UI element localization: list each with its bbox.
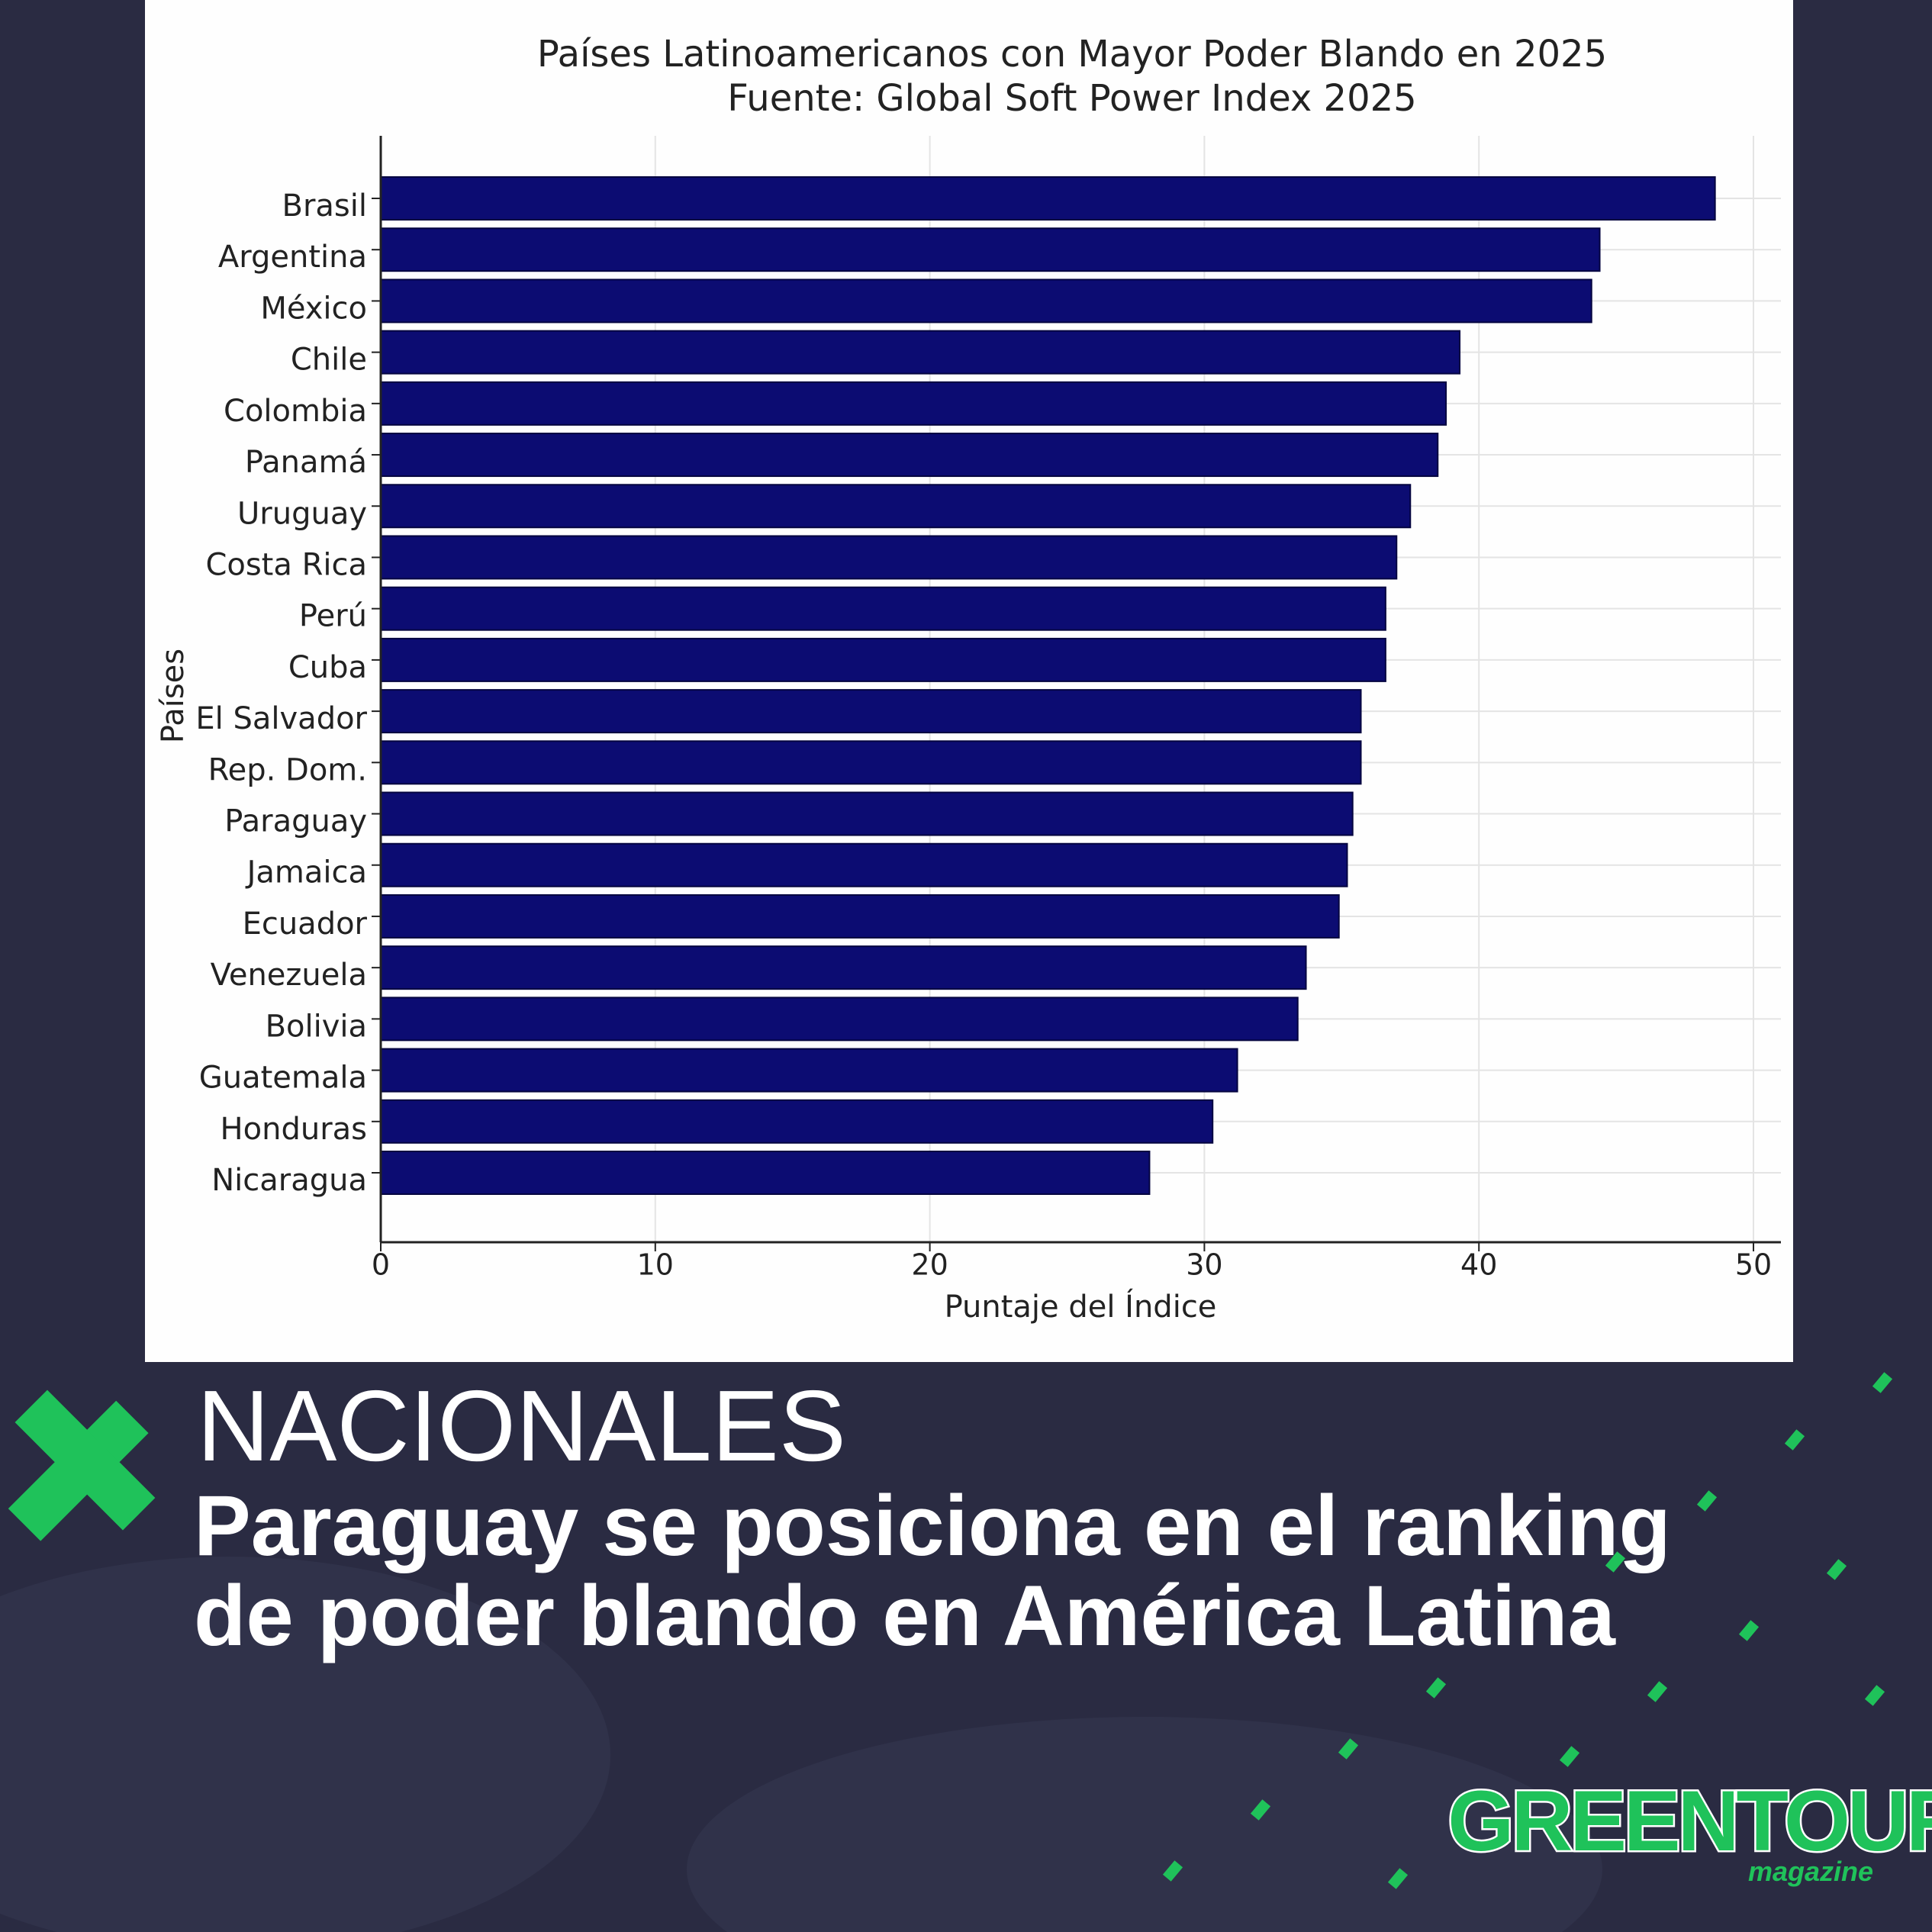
y-tick-label: Brasil	[282, 188, 367, 224]
decoration-dashes	[1162, 1372, 1893, 1889]
headline: Paraguay se posiciona en el ranking	[194, 1478, 1671, 1573]
y-tick-label: Guatemala	[199, 1061, 367, 1096]
x-tick-label: 40	[1460, 1248, 1497, 1282]
bar	[380, 894, 1340, 939]
y-tick-label: Cuba	[288, 650, 367, 685]
chart-subtitle: Fuente: Global Soft Power Index 2025	[727, 77, 1416, 120]
y-tick-label: Paraguay	[224, 804, 367, 839]
y-axis-label: Países	[156, 649, 191, 743]
y-tick-label: México	[260, 291, 367, 326]
y-tick-label: Venezuela	[211, 958, 367, 993]
y-tick-label: Rep. Dom.	[208, 752, 367, 787]
bar	[380, 689, 1362, 734]
bar	[380, 1048, 1238, 1093]
logo-name: GREENTOUR	[1447, 1773, 1932, 1869]
bar	[380, 484, 1412, 529]
y-tick-label: Colombia	[224, 394, 367, 429]
bar	[380, 842, 1348, 887]
bar	[380, 535, 1398, 580]
bar	[380, 227, 1601, 272]
bar	[380, 945, 1307, 990]
headline: de poder blando en América Latina	[194, 1568, 1616, 1663]
bar	[380, 279, 1592, 324]
y-tick-label: Jamaica	[245, 855, 367, 890]
logo-tagline: magazine	[1748, 1856, 1873, 1887]
y-tick-label: Uruguay	[237, 496, 367, 531]
y-tick-label: El Salvador	[195, 701, 367, 736]
y-tick-label: Argentina	[218, 240, 367, 275]
chart-title: Países Latinoamericanos con Mayor Poder …	[537, 33, 1607, 76]
x-tick-label: 0	[372, 1248, 390, 1282]
x-tick-label: 50	[1735, 1248, 1772, 1282]
y-tick-label: Bolivia	[266, 1009, 367, 1044]
bar	[380, 381, 1447, 426]
bar	[380, 637, 1386, 682]
y-tick-label: Nicaragua	[211, 1163, 367, 1198]
y-tick-label: Ecuador	[243, 906, 368, 942]
map-shape	[0, 1557, 610, 1932]
bar	[380, 740, 1362, 785]
bar	[380, 1099, 1214, 1144]
y-tick-label: Perú	[299, 599, 367, 634]
chart: Países Latinoamericanos con Mayor Poder …	[156, 33, 1781, 1325]
bar	[380, 433, 1439, 478]
x-tick-label: 20	[911, 1248, 948, 1282]
banner: NACIONALES Paraguay se posiciona en el r…	[8, 1370, 1932, 1889]
y-tick-label: Honduras	[221, 1112, 367, 1147]
x-tick-label: 10	[637, 1248, 674, 1282]
section-label: NACIONALES	[197, 1370, 846, 1482]
bar	[380, 997, 1299, 1042]
x-tick-label: 30	[1186, 1248, 1222, 1282]
y-tick-label: Costa Rica	[205, 547, 367, 582]
map-shape	[687, 1717, 1602, 1932]
y-tick-label: Panamá	[245, 445, 367, 480]
y-tick-label: Chile	[291, 343, 367, 378]
bar	[380, 791, 1354, 836]
bar	[380, 586, 1386, 631]
bar	[380, 1151, 1151, 1195]
bar	[380, 176, 1716, 221]
x-axis-label: Puntaje del Índice	[945, 1288, 1217, 1325]
x-icon	[8, 1389, 156, 1541]
bar	[380, 330, 1461, 375]
